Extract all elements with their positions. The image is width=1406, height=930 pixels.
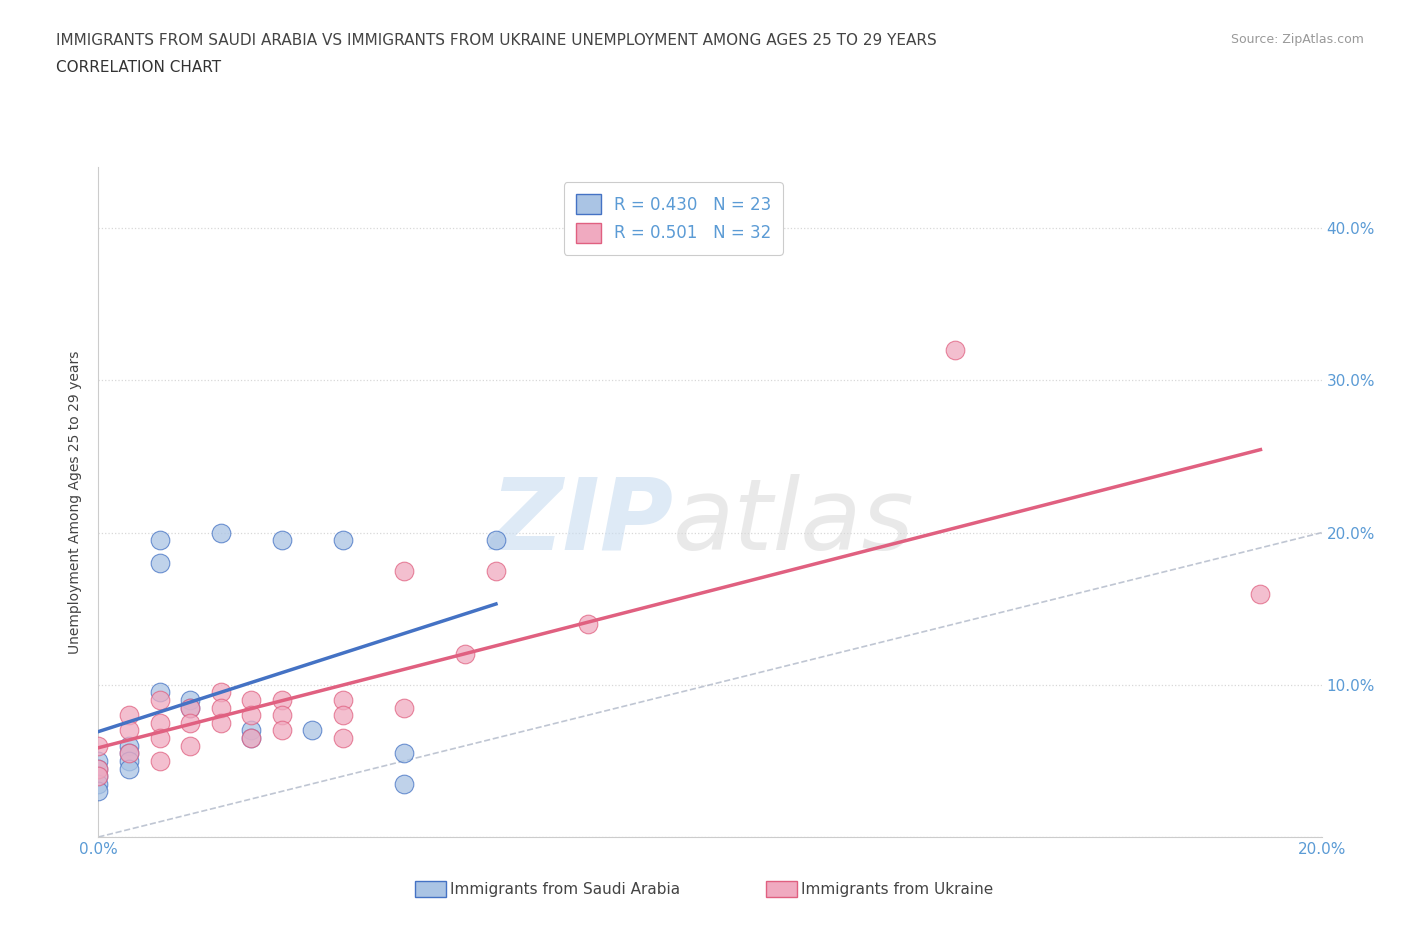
Point: [392, 777, 416, 791]
Point: [332, 708, 354, 723]
Point: [87, 784, 110, 799]
Point: [209, 685, 232, 700]
Point: [149, 753, 172, 768]
Point: [209, 525, 232, 540]
Text: IMMIGRANTS FROM SAUDI ARABIA VS IMMIGRANTS FROM UKRAINE UNEMPLOYMENT AMONG AGES : IMMIGRANTS FROM SAUDI ARABIA VS IMMIGRAN…: [56, 33, 936, 47]
Point: [240, 693, 263, 708]
Point: [392, 700, 416, 715]
Point: [118, 723, 141, 737]
Point: [270, 708, 292, 723]
Point: [87, 753, 110, 768]
Text: atlas: atlas: [673, 473, 915, 571]
Point: [270, 693, 292, 708]
Text: Immigrants from Saudi Arabia: Immigrants from Saudi Arabia: [450, 882, 681, 897]
Point: [87, 769, 110, 784]
Point: [485, 533, 508, 548]
Legend: R = 0.430   N = 23, R = 0.501   N = 32: R = 0.430 N = 23, R = 0.501 N = 32: [564, 182, 783, 255]
Text: CORRELATION CHART: CORRELATION CHART: [56, 60, 221, 75]
Text: ZIP: ZIP: [491, 473, 673, 571]
Point: [118, 761, 141, 776]
Point: [149, 693, 172, 708]
Point: [576, 617, 599, 631]
Point: [149, 715, 172, 730]
Point: [240, 731, 263, 746]
Point: [179, 700, 201, 715]
Point: [392, 564, 416, 578]
Point: [87, 761, 110, 776]
Point: [118, 746, 141, 761]
Point: [87, 738, 110, 753]
Point: [270, 723, 292, 737]
Text: Source: ZipAtlas.com: Source: ZipAtlas.com: [1230, 33, 1364, 46]
Point: [118, 746, 141, 761]
Point: [270, 533, 292, 548]
Y-axis label: Unemployment Among Ages 25 to 29 years: Unemployment Among Ages 25 to 29 years: [69, 351, 83, 654]
Point: [240, 708, 263, 723]
Point: [179, 738, 201, 753]
Point: [179, 715, 201, 730]
Point: [118, 738, 141, 753]
Point: [392, 746, 416, 761]
Point: [332, 731, 354, 746]
Point: [149, 685, 172, 700]
Point: [87, 761, 110, 776]
Point: [87, 769, 110, 784]
Point: [332, 533, 354, 548]
Point: [149, 731, 172, 746]
Point: [240, 731, 263, 746]
Point: [485, 564, 508, 578]
Point: [149, 533, 172, 548]
Point: [118, 753, 141, 768]
Point: [1249, 586, 1271, 601]
Point: [118, 708, 141, 723]
Point: [149, 555, 172, 570]
Point: [454, 647, 477, 662]
Point: [209, 700, 232, 715]
Point: [87, 777, 110, 791]
Point: [209, 715, 232, 730]
Point: [301, 723, 323, 737]
Point: [943, 342, 966, 357]
Point: [179, 693, 201, 708]
Point: [179, 700, 201, 715]
Text: Immigrants from Ukraine: Immigrants from Ukraine: [801, 882, 994, 897]
Point: [240, 723, 263, 737]
Point: [332, 693, 354, 708]
